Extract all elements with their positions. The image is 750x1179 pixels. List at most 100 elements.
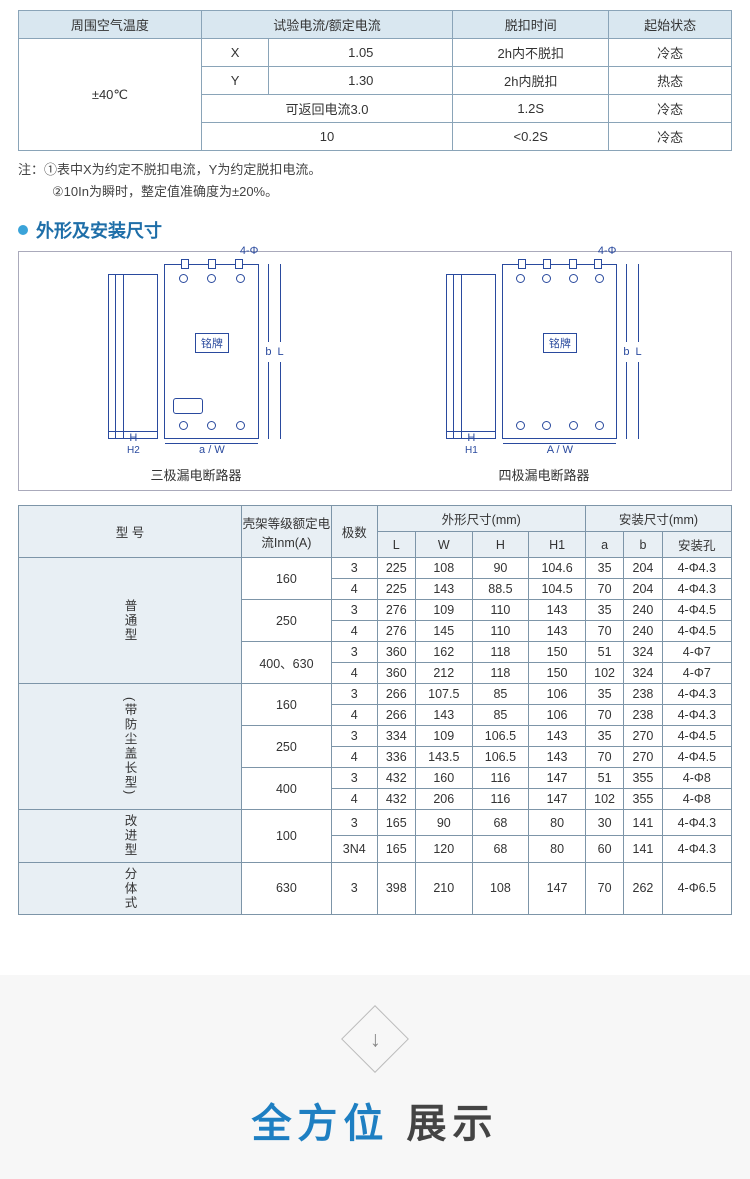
- table-cell: 270: [624, 747, 662, 768]
- t1-h3: 脱扣时间: [453, 11, 609, 39]
- table-cell: 4-Φ8: [662, 789, 731, 810]
- table-cell: 147: [529, 789, 586, 810]
- table-cell: 4-Φ4.3: [662, 558, 731, 579]
- table-cell: 206: [415, 789, 472, 810]
- table-cell: 116: [472, 789, 529, 810]
- table-cell: 106.5: [472, 726, 529, 747]
- dimension-diagrams: HH2 4-Φ 铭牌 a / W b: [18, 251, 732, 491]
- table-cell: 35: [585, 558, 623, 579]
- side-view: HH2: [108, 274, 158, 439]
- table-cell: 4-Φ4.3: [662, 579, 731, 600]
- table-cell: 88.5: [472, 579, 529, 600]
- table-cell: 141: [624, 810, 662, 836]
- table-cell: 104.5: [529, 579, 586, 600]
- dim-column: b: [265, 264, 271, 439]
- table-cell: 398: [377, 862, 415, 915]
- table-cell: 160: [415, 768, 472, 789]
- dimensions-table: 型 号 壳架等级额定电流Inm(A) 极数 外形尺寸(mm) 安装尺寸(mm) …: [18, 505, 732, 915]
- table-cell: 240: [624, 621, 662, 642]
- table-cell: 116: [472, 768, 529, 789]
- table-cell: 4-Φ8: [662, 768, 731, 789]
- trip-characteristics-table: 周围空气温度 试验电流/额定电流 脱扣时间 起始状态 ±40℃ X 1.05 2…: [18, 10, 732, 151]
- frame-current-cell: 250: [241, 600, 331, 642]
- t1-h2: 试验电流/额定电流: [201, 11, 452, 39]
- table-cell: 85: [472, 684, 529, 705]
- table-cell: 4-Φ4.3: [662, 684, 731, 705]
- table-cell: 360: [377, 663, 415, 684]
- table-cell: 118: [472, 642, 529, 663]
- table-cell: 106: [529, 705, 586, 726]
- table-cell: 3: [331, 862, 377, 915]
- table-cell: 68: [472, 836, 529, 862]
- table-cell: 355: [624, 768, 662, 789]
- table-cell: 4-Φ4.5: [662, 600, 731, 621]
- table-cell: 80: [529, 836, 586, 862]
- table-cell: 143: [529, 747, 586, 768]
- t1-temp: ±40℃: [19, 39, 202, 151]
- table-cell: 35: [585, 684, 623, 705]
- table-cell: 102: [585, 663, 623, 684]
- dim-column: b: [623, 264, 629, 439]
- table-cell: 4: [331, 747, 377, 768]
- table1-notes: 注：①表中X为约定不脱扣电流，Y为约定脱扣电流。 ②10In为瞬时，整定值准确度…: [18, 159, 732, 203]
- table-cell: 4-Φ4.5: [662, 747, 731, 768]
- table-cell: 109: [415, 726, 472, 747]
- table-cell: 262: [624, 862, 662, 915]
- front-view: 4-Φ 铭牌 A / W: [502, 264, 617, 439]
- table-cell: 120: [415, 836, 472, 862]
- table-cell: 143: [529, 621, 586, 642]
- side-view: HH1: [446, 274, 496, 439]
- table-cell: 106: [529, 684, 586, 705]
- table-cell: 70: [585, 862, 623, 915]
- table-cell: 143: [529, 726, 586, 747]
- table-cell: 204: [624, 558, 662, 579]
- table-cell: 4-Φ4.5: [662, 726, 731, 747]
- table-cell: 165: [377, 810, 415, 836]
- table-cell: 85: [472, 705, 529, 726]
- table-cell: 3: [331, 726, 377, 747]
- table-cell: 432: [377, 789, 415, 810]
- t1-h1: 周围空气温度: [19, 11, 202, 39]
- frame-current-cell: 160: [241, 684, 331, 726]
- table-cell: 150: [529, 642, 586, 663]
- dim-column-L: L: [636, 264, 642, 439]
- table-cell: 4: [331, 579, 377, 600]
- table-cell: 238: [624, 684, 662, 705]
- table-cell: 4: [331, 789, 377, 810]
- table-cell: 432: [377, 768, 415, 789]
- table-cell: 4-Φ4.3: [662, 810, 731, 836]
- bullet-icon: [18, 225, 28, 235]
- table-cell: 3: [331, 642, 377, 663]
- table-cell: 90: [415, 810, 472, 836]
- table-cell: 324: [624, 663, 662, 684]
- table-cell: 266: [377, 705, 415, 726]
- t1-h4: 起始状态: [609, 11, 732, 39]
- table-cell: 225: [377, 558, 415, 579]
- frame-current-cell: 160: [241, 558, 331, 600]
- table-cell: 51: [585, 768, 623, 789]
- table-cell: 80: [529, 810, 586, 836]
- table-cell: 4: [331, 621, 377, 642]
- table-cell: 210: [415, 862, 472, 915]
- table-cell: 270: [624, 726, 662, 747]
- front-view: 4-Φ 铭牌 a / W: [164, 264, 259, 439]
- table-cell: 70: [585, 705, 623, 726]
- table-cell: 110: [472, 621, 529, 642]
- section-heading: 外形及安装尺寸: [18, 217, 732, 243]
- frame-current-cell: 100: [241, 810, 331, 863]
- table-cell: 108: [472, 862, 529, 915]
- table-cell: 147: [529, 768, 586, 789]
- table-cell: 276: [377, 621, 415, 642]
- arrow-diamond-icon: ↓: [341, 1005, 409, 1073]
- table-cell: 143: [529, 600, 586, 621]
- table-cell: 3: [331, 558, 377, 579]
- table-cell: 4: [331, 705, 377, 726]
- table-cell: 204: [624, 579, 662, 600]
- table-cell: 107.5: [415, 684, 472, 705]
- table-cell: 60: [585, 836, 623, 862]
- table-cell: 110: [472, 600, 529, 621]
- table-cell: 147: [529, 862, 586, 915]
- frame-current-cell: 400、630: [241, 642, 331, 684]
- table-cell: 360: [377, 642, 415, 663]
- table-cell: 4: [331, 663, 377, 684]
